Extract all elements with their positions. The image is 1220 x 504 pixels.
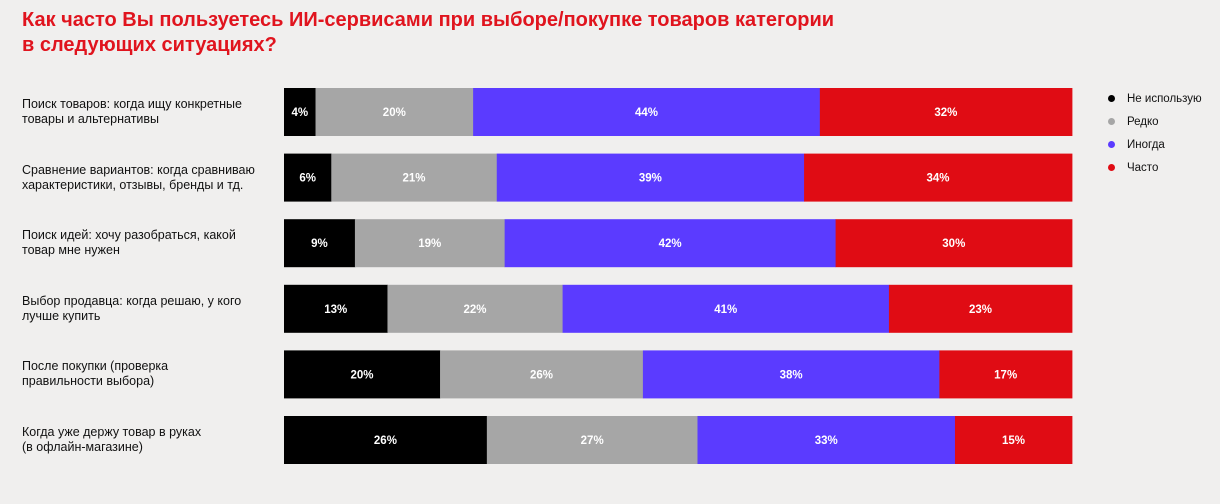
bar-segment (888, 284, 1073, 333)
category-label-line: (в офлайн-магазине) (22, 440, 143, 454)
category-label: Сравнение вариантов: когда сравниваю хара… (22, 163, 262, 193)
chart-legend: Не использую Редко Иногда Часто (1108, 87, 1202, 179)
bar-segment (504, 219, 836, 268)
chart-title: Как часто Вы пользуетесь ИИ-сервисами пр… (22, 8, 922, 58)
legend-item: Иногда (1108, 133, 1202, 156)
category-label: После покупки (проверка правильности выбо… (22, 359, 262, 389)
bar-segment (354, 219, 506, 268)
data-label: 41% (714, 304, 737, 316)
data-label: 20% (383, 107, 406, 119)
data-label: 34% (927, 173, 950, 185)
bar-segment (284, 88, 316, 136)
category-label-line: правильности выбора) (22, 374, 155, 389)
bar-segment (284, 153, 332, 202)
data-label: 32% (934, 107, 957, 119)
bar-segment (284, 219, 356, 268)
legend-label: Редко (1127, 115, 1159, 128)
category-label-line: Поиск идей: хочу разобраться, какой (22, 228, 236, 243)
chart-title-line-2: в следующих ситуациях? (22, 34, 277, 56)
category-label-line: характеристики, отзывы, бренды и тд. (22, 177, 244, 192)
data-label: 26% (530, 369, 553, 381)
bar-segment (939, 350, 1073, 399)
category-label: Когда уже держу товар в руках (в офлайн-м… (22, 425, 262, 455)
bar-segment (496, 153, 805, 202)
bar-segment (473, 88, 821, 136)
bar-segment (642, 350, 940, 399)
legend-item: Редко (1108, 110, 1202, 133)
bar-segment (954, 416, 1073, 464)
data-label: 19% (418, 238, 441, 250)
bar-segment (486, 416, 698, 464)
chart-title-line-1: Как часто Вы пользуетесь ИИ-сервисами пр… (22, 9, 835, 31)
legend-dot-icon (1108, 118, 1115, 125)
category-label-line: товар мне нужен (22, 243, 120, 258)
data-label: 33% (815, 435, 838, 447)
category-label: Поиск товаров: когда ищу конкретные товар… (22, 97, 262, 127)
bar-segment (819, 88, 1073, 136)
bar-segment (284, 284, 388, 333)
data-label: 38% (780, 369, 803, 381)
legend-label: Не использую (1127, 92, 1202, 105)
bar-segment (284, 350, 441, 399)
data-label: 22% (464, 304, 487, 316)
data-label: 44% (635, 107, 658, 119)
category-label: Поиск идей: хочу разобраться, какой товар… (22, 228, 262, 258)
data-label: 15% (1002, 435, 1025, 447)
category-label-line: товары и альтернативы (22, 112, 160, 126)
bar-segment (440, 350, 644, 399)
data-label: 42% (659, 238, 682, 250)
legend-item: Не использую (1108, 87, 1202, 110)
data-label: 13% (324, 304, 347, 316)
legend-item: Часто (1108, 156, 1202, 179)
bar-segment (835, 219, 1073, 268)
data-label: 30% (942, 238, 965, 250)
bar-segment (562, 284, 890, 333)
bar-segment (315, 88, 474, 136)
data-label: 26% (374, 435, 397, 447)
data-label: 4% (291, 107, 308, 119)
category-label-line: Когда уже держу товар в руках (22, 425, 202, 439)
data-label: 17% (994, 369, 1017, 381)
data-label: 39% (639, 173, 662, 185)
category-label-line: Сравнение вариантов: когда сравниваю (22, 162, 255, 177)
legend-label: Иногда (1127, 138, 1165, 151)
data-label: 20% (351, 369, 374, 381)
data-label: 21% (403, 173, 426, 185)
category-label: Выбор продавца: когда решаю, у кого лучше… (22, 294, 262, 324)
category-label-line: Выбор продавца: когда решаю, у кого (22, 293, 242, 308)
data-label: 23% (969, 304, 992, 316)
bar-segment (387, 284, 563, 333)
legend-dot-icon (1108, 164, 1115, 171)
data-label: 6% (299, 173, 316, 185)
bar-segment (804, 153, 1073, 202)
data-label: 27% (581, 435, 604, 447)
bar-segment (697, 416, 956, 464)
legend-dot-icon (1108, 141, 1115, 148)
category-label-line: Поиск товаров: когда ищу конкретные (22, 97, 242, 111)
category-label-line: лучше купить (22, 308, 101, 323)
legend-label: Часто (1127, 161, 1159, 174)
bar-segment (284, 416, 488, 464)
category-label-line: После покупки (проверка (22, 359, 169, 374)
legend-dot-icon (1108, 95, 1115, 102)
bar-segment (331, 153, 498, 202)
data-label: 9% (311, 238, 328, 250)
